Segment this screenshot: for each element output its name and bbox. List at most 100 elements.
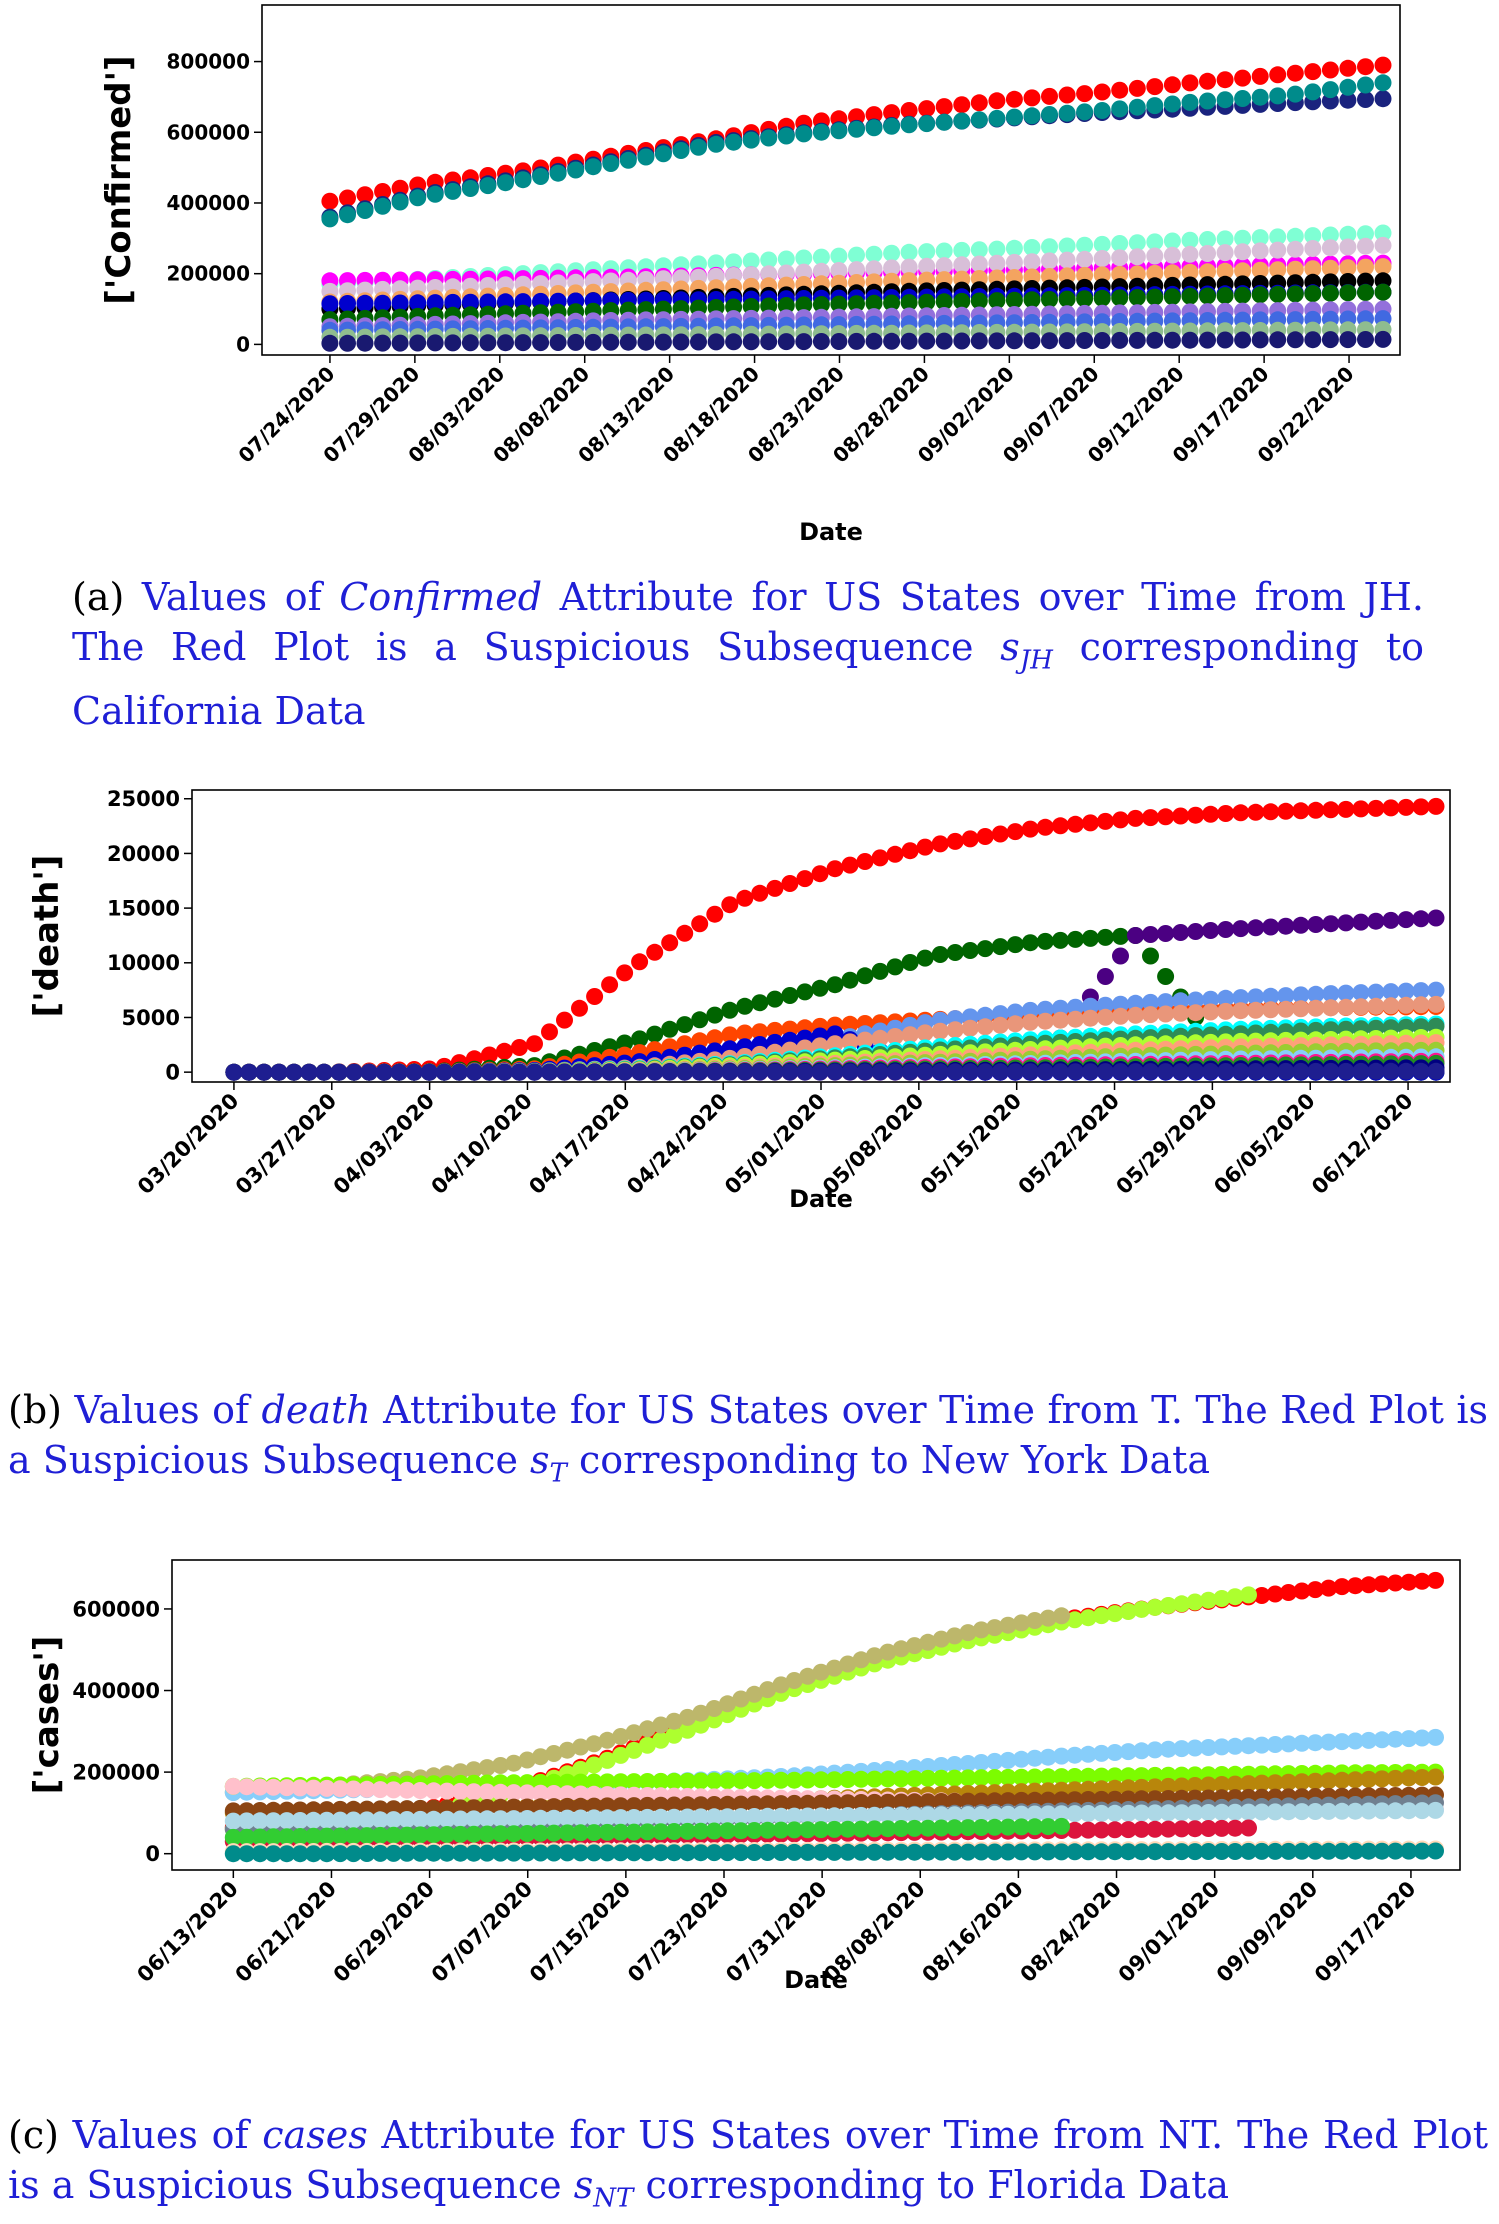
data-point — [478, 1844, 496, 1862]
data-point — [812, 248, 830, 266]
data-point — [1181, 287, 1199, 305]
data-point — [1413, 1802, 1431, 1820]
data-point — [1093, 1767, 1110, 1785]
data-point — [1412, 910, 1430, 928]
data-point — [1367, 912, 1385, 930]
data-point — [871, 962, 889, 980]
data-point — [856, 1031, 874, 1049]
data-point — [625, 1773, 643, 1791]
x-tick-label: 08/16/2020 — [917, 1877, 1027, 1987]
data-point — [385, 1811, 403, 1829]
data-point — [1247, 919, 1265, 937]
data-point — [1413, 1572, 1431, 1590]
x-tick-label: 06/05/2020 — [1209, 1089, 1319, 1199]
data-point — [1262, 803, 1280, 821]
data-point — [1119, 1843, 1137, 1861]
data-point — [1076, 85, 1094, 103]
data-point — [1386, 1769, 1404, 1787]
data-point — [830, 122, 848, 140]
x-tick-label: 07/15/2020 — [525, 1877, 635, 1987]
data-point — [1005, 90, 1023, 108]
data-point — [665, 1726, 683, 1744]
data-point — [1006, 1063, 1024, 1081]
data-point — [879, 1793, 897, 1811]
data-point — [745, 1685, 763, 1703]
plot-frame — [261, 4, 1401, 356]
data-point — [646, 1025, 664, 1043]
data-point — [1286, 85, 1304, 103]
data-point — [305, 1845, 322, 1863]
data-point — [991, 1016, 1009, 1034]
data-point — [796, 983, 814, 1001]
data-point — [1199, 72, 1216, 90]
data-point — [586, 988, 604, 1005]
data-point — [572, 1809, 590, 1827]
data-point — [405, 1063, 423, 1081]
data-point — [719, 1695, 736, 1713]
data-point — [1374, 224, 1392, 242]
data-point — [812, 333, 830, 350]
data-point — [1277, 917, 1295, 935]
data-point — [1163, 288, 1181, 306]
data-point — [255, 1063, 273, 1081]
data-point — [638, 1720, 656, 1738]
caption-b-middle: Attribute for US States over Time from T… — [8, 1388, 1488, 1482]
data-point — [526, 1035, 543, 1053]
data-point — [772, 1807, 790, 1825]
data-point — [1357, 225, 1374, 243]
data-point — [953, 256, 971, 274]
data-point — [358, 1845, 376, 1862]
data-point — [1337, 1062, 1355, 1080]
data-point — [1187, 806, 1205, 824]
data-point — [766, 1021, 784, 1039]
data-point — [1226, 1588, 1244, 1606]
chart-panel-cases: 0 200000 400000 600000 06/13/2020 06/21/2020 0… — [0, 1540, 1499, 2180]
data-point — [1172, 992, 1190, 1010]
data-point — [1128, 331, 1146, 349]
data-point — [300, 1063, 318, 1081]
data-point — [331, 1827, 349, 1845]
data-point — [1234, 243, 1252, 261]
data-point — [1006, 823, 1024, 841]
data-point — [291, 1845, 309, 1863]
data-point — [1005, 108, 1023, 126]
data-point — [812, 296, 830, 313]
data-point — [705, 1700, 723, 1717]
data-point — [901, 954, 919, 971]
confirmed-chart: 020000040000060000080000007/24/202007/29… — [99, 4, 1401, 546]
data-point — [331, 1845, 349, 1863]
data-point — [1066, 1821, 1084, 1839]
data-point — [883, 117, 901, 135]
data-point — [572, 1738, 590, 1756]
data-point — [946, 1843, 964, 1861]
data-point — [1413, 1842, 1431, 1860]
data-point — [1039, 1768, 1057, 1786]
data-point — [598, 1751, 616, 1769]
data-point — [919, 1633, 937, 1651]
data-point — [918, 115, 936, 133]
data-point — [345, 1780, 362, 1798]
data-point — [1382, 911, 1400, 929]
data-point — [1333, 1802, 1351, 1820]
data-point — [1053, 1843, 1070, 1861]
data-point — [558, 1824, 576, 1842]
data-point — [1058, 86, 1076, 104]
data-point — [1133, 1843, 1151, 1861]
data-point — [745, 1808, 763, 1825]
data-point — [1053, 1607, 1070, 1625]
data-point — [932, 1843, 950, 1861]
data-point — [692, 1822, 710, 1840]
data-point — [598, 1773, 616, 1791]
data-point — [1199, 263, 1216, 281]
data-point — [584, 158, 602, 176]
data-point — [598, 1809, 616, 1827]
data-point — [961, 942, 979, 959]
data-point — [1199, 1820, 1217, 1837]
data-point — [777, 264, 795, 282]
data-point — [946, 1627, 964, 1645]
data-point — [318, 1827, 336, 1845]
data-point — [1051, 999, 1069, 1017]
data-point — [652, 1808, 670, 1826]
data-point — [932, 1757, 950, 1774]
x-tick-label: 08/24/2020 — [1016, 1877, 1126, 1987]
